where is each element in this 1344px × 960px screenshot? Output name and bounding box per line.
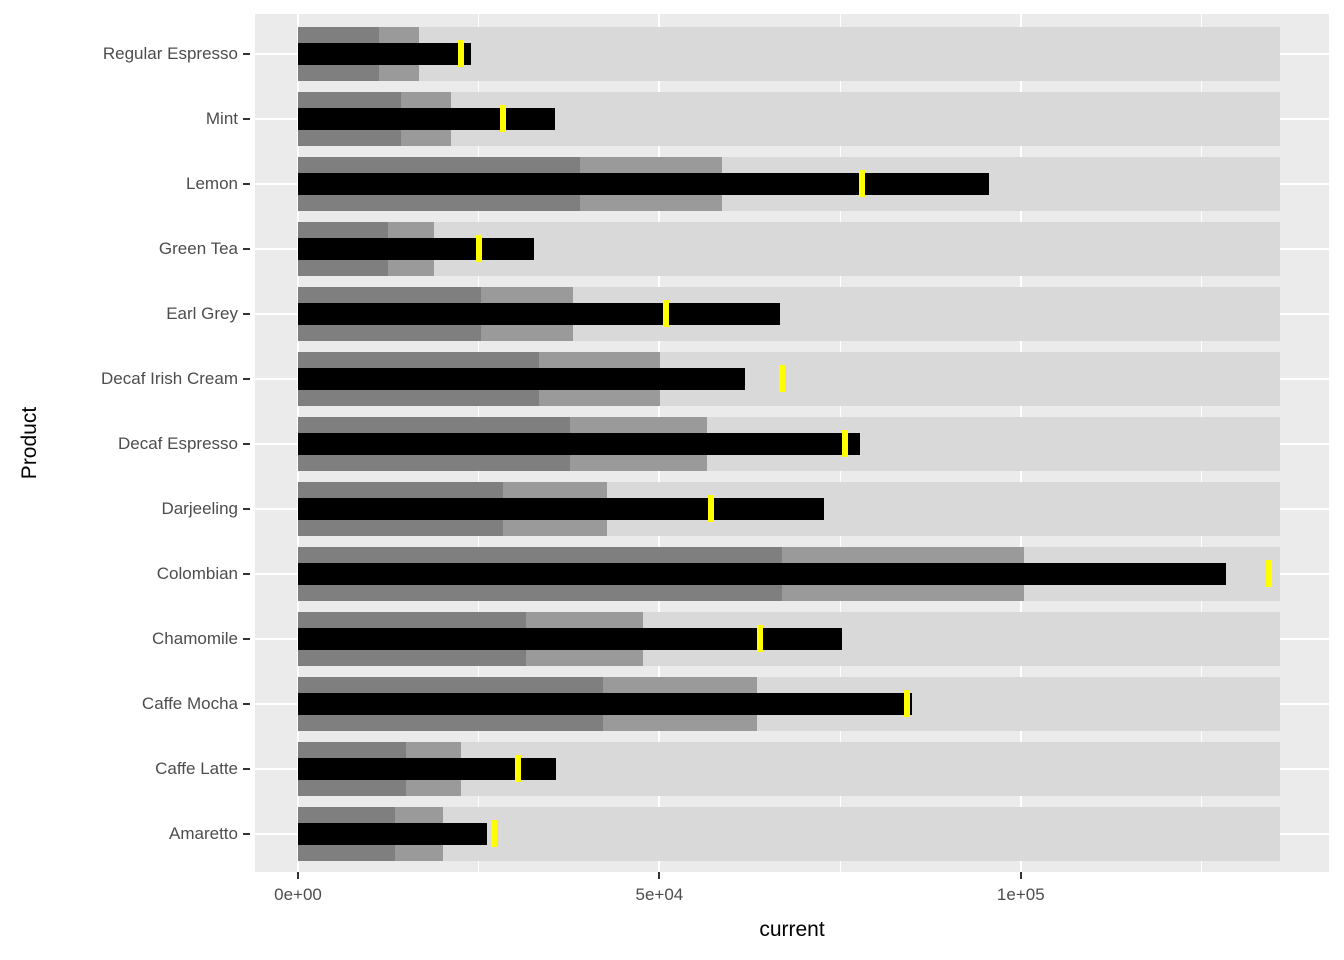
target-marker [476, 235, 483, 263]
y-tick-label: Darjeeling [161, 498, 238, 518]
target-marker [708, 495, 715, 523]
x-tick-label: 5e+04 [635, 885, 684, 904]
y-tick-mark [243, 832, 250, 835]
target-marker [756, 625, 763, 653]
y-tick-mark [243, 442, 250, 445]
measure-bar [298, 42, 471, 65]
target-marker [778, 365, 785, 393]
measure-bar [298, 562, 1227, 585]
measure-bar [298, 432, 860, 455]
y-tick-label: Chamomile [152, 628, 238, 648]
y-tick-label: Decaf Irish Cream [101, 368, 238, 388]
y-tick-mark [243, 767, 250, 770]
y-tick-mark [243, 377, 250, 380]
measure-bar [298, 757, 557, 780]
y-tick-label: Mint [205, 108, 238, 128]
target-marker [499, 105, 506, 133]
y-tick-mark [243, 702, 250, 705]
x-tick-mark [297, 872, 299, 879]
measure-bar [298, 107, 555, 130]
measure-bar [298, 497, 825, 520]
measure-bar [298, 692, 912, 715]
y-tick-label: Caffe Mocha [141, 693, 238, 713]
y-tick-label: Earl Grey [166, 303, 238, 323]
measure-bar [298, 172, 989, 195]
y-tick-mark [243, 507, 250, 510]
y-tick-label: Amaretto [169, 823, 238, 843]
x-tick-mark [1019, 872, 1022, 879]
x-tick-label: 0e+00 [274, 885, 322, 904]
y-tick-label: Decaf Espresso [118, 433, 238, 453]
target-marker [858, 170, 865, 198]
y-tick-mark [243, 312, 250, 315]
y-tick-mark [243, 572, 250, 575]
target-marker [490, 820, 497, 848]
target-marker [842, 430, 849, 458]
x-tick-mark [658, 872, 661, 879]
y-tick-mark [243, 52, 250, 55]
measure-bar [298, 367, 746, 390]
target-marker [903, 690, 910, 718]
y-tick-mark [243, 117, 250, 120]
measure-bar [298, 822, 487, 845]
target-marker [458, 40, 465, 68]
measure-bar [298, 302, 781, 325]
plot-panel [255, 14, 1329, 872]
y-tick-mark [243, 247, 250, 250]
y-tick-label: Regular Espresso [102, 43, 238, 63]
x-axis-title: current [759, 918, 825, 941]
measure-bar [298, 627, 842, 650]
measure-bar [298, 237, 534, 260]
target-marker [1266, 560, 1273, 588]
y-tick-label: Green Tea [158, 238, 238, 258]
y-tick-mark [243, 637, 250, 640]
target-marker [515, 755, 522, 783]
target-marker [662, 300, 669, 328]
y-tick-label: Colombian [156, 563, 238, 583]
y-tick-mark [243, 182, 250, 185]
x-tick-label: 1e+05 [996, 885, 1045, 904]
y-tick-label: Lemon [186, 173, 238, 193]
y-tick-label: Caffe Latte [155, 758, 238, 778]
